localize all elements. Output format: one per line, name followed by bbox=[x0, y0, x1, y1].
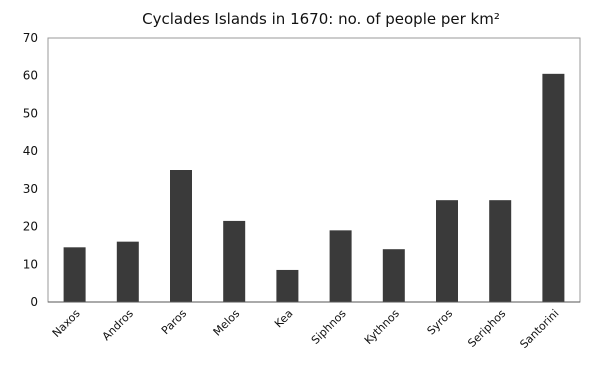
bar-siphnos bbox=[329, 230, 352, 302]
bar-kea bbox=[276, 269, 299, 302]
bar-seriphos bbox=[489, 200, 512, 302]
y-tick-label: 70 bbox=[23, 31, 38, 45]
y-tick-label: 10 bbox=[23, 257, 38, 271]
bar-kythnos bbox=[382, 249, 405, 302]
bar-melos bbox=[223, 220, 246, 302]
y-tick-label: 20 bbox=[23, 220, 38, 234]
x-tick-label: Santorini bbox=[517, 307, 561, 351]
bars bbox=[63, 73, 565, 302]
bar-paros bbox=[170, 170, 192, 302]
y-tick-label: 30 bbox=[23, 182, 38, 196]
y-tick-label: 0 bbox=[30, 295, 38, 309]
x-tick-label: Naxos bbox=[50, 307, 83, 340]
x-tick-label: Kea bbox=[272, 307, 295, 330]
bar-santorini bbox=[542, 73, 565, 302]
x-tick-label: Siphnos bbox=[309, 307, 349, 347]
bar-andros bbox=[116, 241, 139, 302]
y-tick-label: 50 bbox=[23, 106, 38, 120]
y-axis: 0 10 20 30 40 50 60 70 bbox=[23, 31, 38, 309]
x-tick-label: Seriphos bbox=[465, 307, 508, 350]
x-tick-label: Syros bbox=[425, 307, 456, 338]
x-tick-label: Andros bbox=[100, 307, 136, 343]
chart-title: Cyclades Islands in 1670: no. of people … bbox=[142, 10, 500, 28]
y-tick-label: 60 bbox=[23, 69, 38, 83]
x-axis: Naxos Andros Paros Melos Kea Siphnos Kythnos Sy… bbox=[50, 307, 562, 351]
bar-syros bbox=[436, 200, 458, 302]
bar-naxos bbox=[63, 247, 86, 302]
y-tick-label: 40 bbox=[23, 144, 38, 158]
x-tick-label: Kythnos bbox=[362, 307, 402, 347]
x-tick-label: Paros bbox=[159, 307, 189, 337]
x-tick-label: Melos bbox=[211, 307, 243, 339]
